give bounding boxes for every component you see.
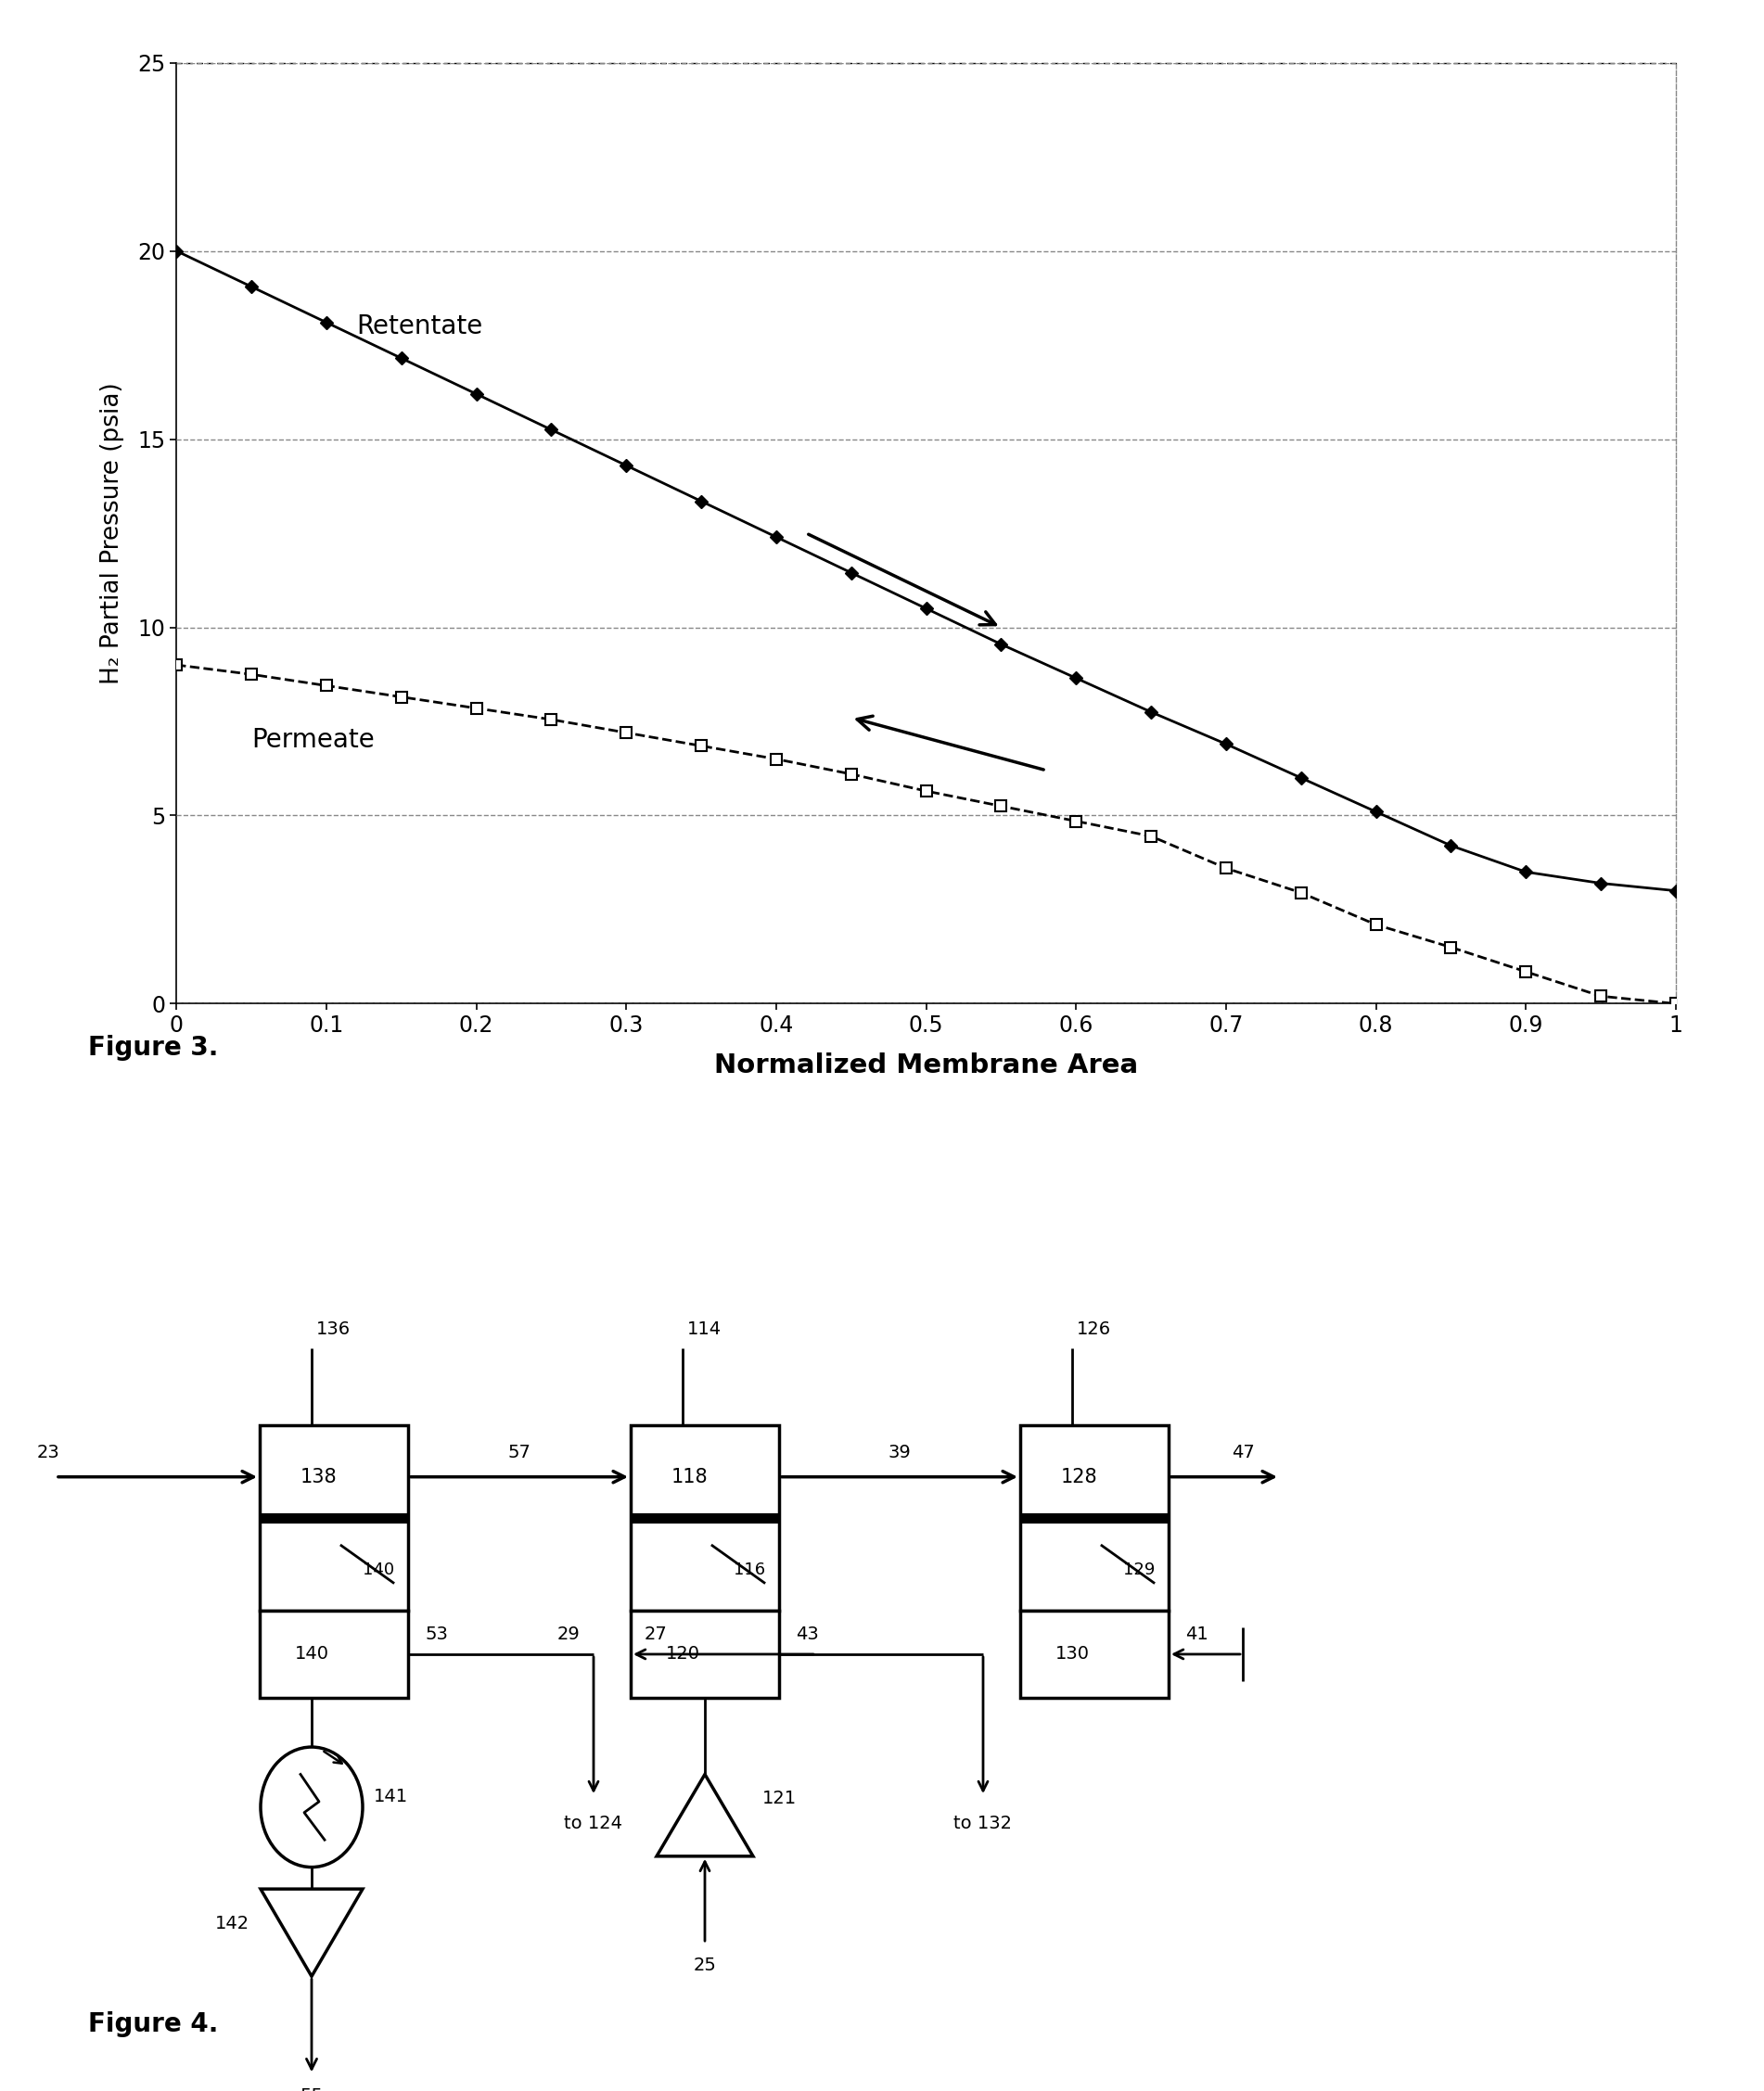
Text: 128: 128 — [1062, 1468, 1097, 1487]
Text: 120: 120 — [665, 1646, 700, 1662]
Bar — [259, 1424, 407, 1610]
Text: Permeate: Permeate — [252, 728, 374, 753]
Bar — [1020, 1424, 1168, 1610]
Bar — [632, 1424, 780, 1610]
Text: 39: 39 — [887, 1445, 910, 1462]
X-axis label: Normalized Membrane Area: Normalized Membrane Area — [714, 1052, 1138, 1079]
Text: 116: 116 — [734, 1562, 766, 1579]
Text: 29: 29 — [557, 1625, 580, 1644]
Text: 43: 43 — [796, 1625, 818, 1644]
Text: to 132: to 132 — [954, 1815, 1013, 1832]
Text: 130: 130 — [1055, 1646, 1090, 1662]
Text: 47: 47 — [1231, 1445, 1254, 1462]
Text: 118: 118 — [672, 1468, 709, 1487]
Bar — [1020, 1610, 1168, 1698]
Text: Figure 3.: Figure 3. — [88, 1035, 219, 1060]
Text: 121: 121 — [762, 1790, 797, 1809]
Y-axis label: H₂ Partial Pressure (psia): H₂ Partial Pressure (psia) — [101, 383, 125, 684]
Bar — [632, 1610, 780, 1698]
Text: 136: 136 — [316, 1319, 351, 1338]
Text: 114: 114 — [688, 1319, 721, 1338]
Text: 53: 53 — [425, 1625, 448, 1644]
Text: 140: 140 — [295, 1646, 328, 1662]
Text: 25: 25 — [693, 1957, 716, 1974]
Text: 129: 129 — [1124, 1562, 1155, 1579]
Text: 141: 141 — [374, 1788, 407, 1805]
Text: Figure 4.: Figure 4. — [88, 2012, 219, 2037]
Text: to 124: to 124 — [564, 1815, 623, 1832]
Bar — [259, 1610, 407, 1698]
Text: 126: 126 — [1076, 1319, 1111, 1338]
Text: 138: 138 — [300, 1468, 337, 1487]
Text: 57: 57 — [508, 1445, 531, 1462]
Text: 140: 140 — [363, 1562, 393, 1579]
Text: 55: 55 — [300, 2087, 323, 2091]
Text: 27: 27 — [644, 1625, 667, 1644]
Text: 23: 23 — [37, 1445, 60, 1462]
Text: Retentate: Retentate — [356, 314, 483, 339]
Text: 41: 41 — [1185, 1625, 1208, 1644]
Text: 142: 142 — [215, 1915, 249, 1932]
